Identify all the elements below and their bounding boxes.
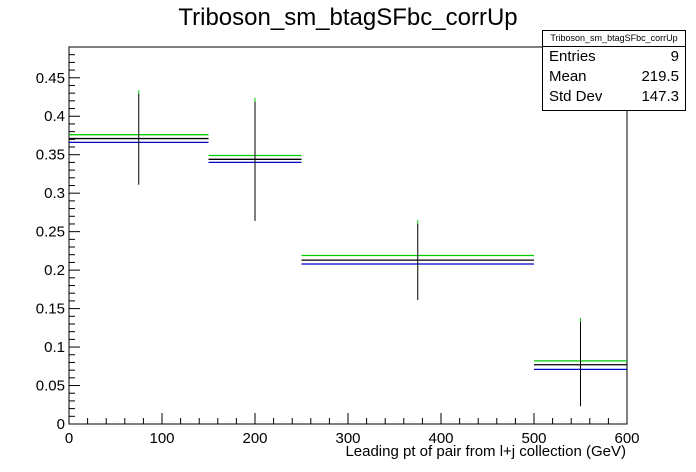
stats-value: 147.3 bbox=[641, 88, 679, 105]
y-tick-label: 0.05 bbox=[36, 378, 65, 395]
x-tick-label: 600 bbox=[614, 430, 639, 447]
stats-label: Std Dev bbox=[549, 88, 603, 105]
stats-row-entries: Entries 9 bbox=[543, 47, 685, 67]
y-tick-label: 0 bbox=[57, 416, 65, 433]
y-tick-label: 0.1 bbox=[44, 339, 65, 356]
x-tick-label: 100 bbox=[149, 430, 174, 447]
y-tick-label: 0.35 bbox=[36, 147, 65, 164]
y-tick-label: 0.25 bbox=[36, 224, 65, 241]
histogram-bars bbox=[69, 90, 627, 407]
y-tick-label: 0.3 bbox=[44, 185, 65, 202]
stats-row-mean: Mean 219.5 bbox=[543, 67, 685, 87]
stats-value: 9 bbox=[670, 48, 679, 65]
chart-title: Triboson_sm_btagSFbc_corrUp bbox=[178, 4, 518, 31]
stats-box: Triboson_sm_btagSFbc_corrUp Entries 9 Me… bbox=[542, 30, 686, 111]
stats-row-stddev: Std Dev 147.3 bbox=[543, 87, 685, 107]
y-tick-label: 0.15 bbox=[36, 301, 65, 318]
y-tick-label: 0.4 bbox=[44, 108, 65, 125]
x-tick-label: 200 bbox=[242, 430, 267, 447]
axes: 0 100 200 300 400 500 600 0 0.05 0.1 0.15 0.2 0.25 0.… bbox=[36, 46, 640, 447]
stats-value: 219.5 bbox=[641, 68, 679, 85]
x-tick-label: 300 bbox=[335, 430, 360, 447]
x-tick-label: 400 bbox=[428, 430, 453, 447]
stats-box-title: Triboson_sm_btagSFbc_corrUp bbox=[543, 31, 685, 47]
x-tick-label: 0 bbox=[65, 430, 73, 447]
x-axis-label: Leading pt of pair from l+j collection (… bbox=[345, 443, 626, 460]
y-tick-label: 0.2 bbox=[44, 262, 65, 279]
y-tick-label: 0.45 bbox=[36, 70, 65, 87]
stats-label: Mean bbox=[549, 68, 587, 85]
x-tick-label: 500 bbox=[521, 430, 546, 447]
stats-label: Entries bbox=[549, 48, 596, 65]
